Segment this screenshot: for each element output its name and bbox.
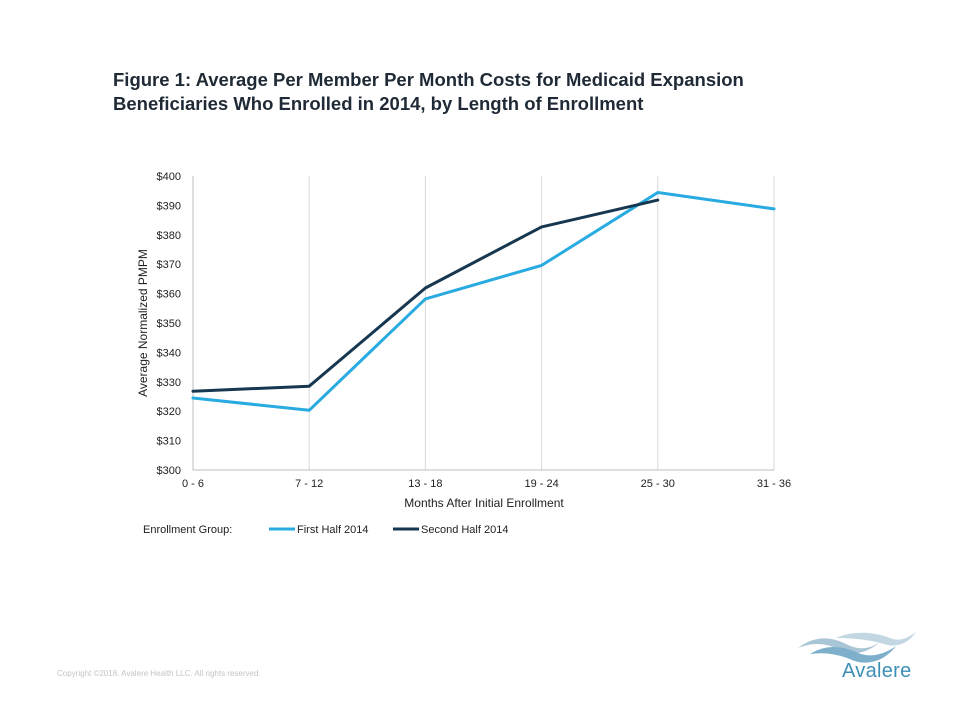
x-tick-label: 7 - 12 bbox=[295, 478, 323, 490]
y-tick-label: $360 bbox=[157, 289, 181, 301]
legend-label-1: First Half 2014 bbox=[297, 524, 369, 536]
legend-title: Enrollment Group: bbox=[143, 524, 232, 536]
y-tick-label: $320 bbox=[157, 406, 181, 418]
legend: Enrollment Group: First Half 2014 Second … bbox=[143, 524, 508, 536]
x-tick-label: 13 - 18 bbox=[408, 478, 442, 490]
x-tick-label: 25 - 30 bbox=[641, 478, 675, 490]
series-lines bbox=[191, 191, 776, 412]
logo-text: Avalere bbox=[842, 660, 912, 682]
x-tick-label: 31 - 36 bbox=[757, 478, 791, 490]
y-tick-label: $340 bbox=[157, 347, 181, 359]
y-tick-label: $400 bbox=[157, 171, 181, 183]
legend-label-2: Second Half 2014 bbox=[421, 524, 508, 536]
y-tick-label: $380 bbox=[157, 230, 181, 242]
y-tick-label: $390 bbox=[157, 200, 181, 212]
y-tick-label: $350 bbox=[157, 318, 181, 330]
series-line-1 bbox=[191, 191, 776, 412]
series-line-2 bbox=[191, 198, 660, 393]
y-axis-title: Average Normalized PMPM bbox=[136, 249, 150, 397]
chart-title: Figure 1: Average Per Member Per Month C… bbox=[113, 68, 893, 116]
y-tick-label: $330 bbox=[157, 377, 181, 389]
x-tick-label: 0 - 6 bbox=[182, 478, 204, 490]
tick-labels: $300 $310 $320 $330 $340 $350 $360 $370 $380 $390… bbox=[157, 171, 792, 490]
axes bbox=[192, 176, 774, 471]
chart-title-line-1: Figure 1: Average Per Member Per Month C… bbox=[113, 69, 744, 90]
x-axis-title: Months After Initial Enrollment bbox=[404, 496, 564, 510]
y-tick-label: $310 bbox=[157, 436, 181, 448]
chart-title-line-2: Beneficiaries Who Enrolled in 2014, by L… bbox=[113, 93, 644, 114]
gridlines bbox=[308, 176, 775, 470]
copyright-notice: Copyright ©2018. Avalere Health LLC. All… bbox=[57, 669, 261, 678]
y-tick-label: $300 bbox=[157, 465, 181, 477]
x-tick-label: 19 - 24 bbox=[524, 478, 558, 490]
y-tick-label: $370 bbox=[157, 259, 181, 271]
avalere-wave-icon bbox=[798, 632, 916, 663]
